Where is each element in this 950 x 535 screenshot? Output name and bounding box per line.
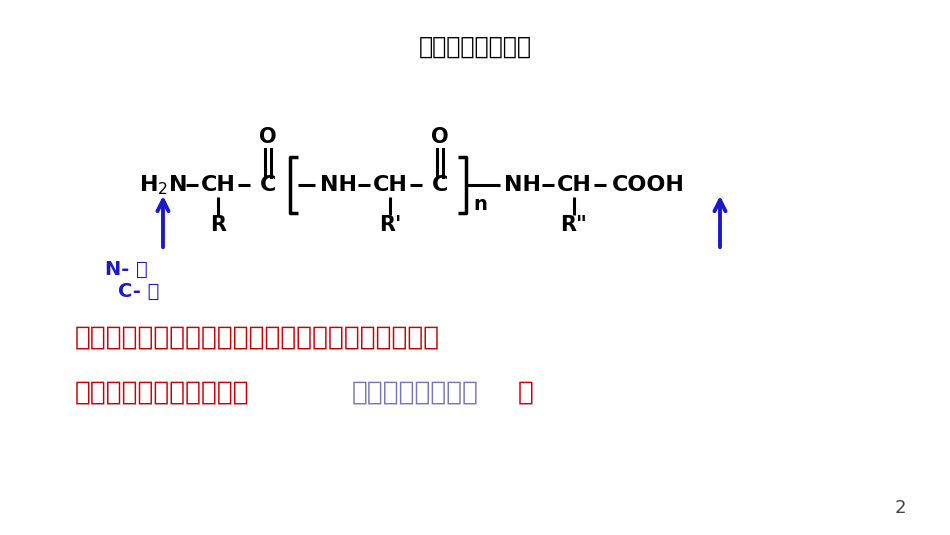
Text: C- 端: C- 端 <box>118 282 160 301</box>
Text: O: O <box>431 127 448 147</box>
Text: n: n <box>473 195 487 215</box>
Text: R': R' <box>379 215 401 235</box>
Text: NH: NH <box>319 175 356 195</box>
Text: R": R" <box>560 215 587 235</box>
Text: H$_2$N: H$_2$N <box>139 173 187 197</box>
Text: 多肽分子的表示：: 多肽分子的表示： <box>419 35 531 59</box>
Text: CH: CH <box>557 175 592 195</box>
Text: C: C <box>432 175 448 195</box>
Text: 。: 。 <box>518 380 534 406</box>
Text: 来的，可以说蛋白质就是: 来的，可以说蛋白质就是 <box>75 380 250 406</box>
Text: R: R <box>210 215 226 235</box>
Text: N- 端: N- 端 <box>105 260 148 279</box>
Text: CH: CH <box>200 175 236 195</box>
Text: CH: CH <box>372 175 408 195</box>
Text: 蛋白质分子中各个基本单元氨基酸都是以肽键连结起: 蛋白质分子中各个基本单元氨基酸都是以肽键连结起 <box>75 325 440 351</box>
Text: 2: 2 <box>894 499 905 517</box>
Text: C: C <box>259 175 276 195</box>
Text: 分子量很大的多肽: 分子量很大的多肽 <box>352 380 479 406</box>
Text: NH: NH <box>504 175 541 195</box>
Text: O: O <box>259 127 276 147</box>
Text: COOH: COOH <box>612 175 684 195</box>
